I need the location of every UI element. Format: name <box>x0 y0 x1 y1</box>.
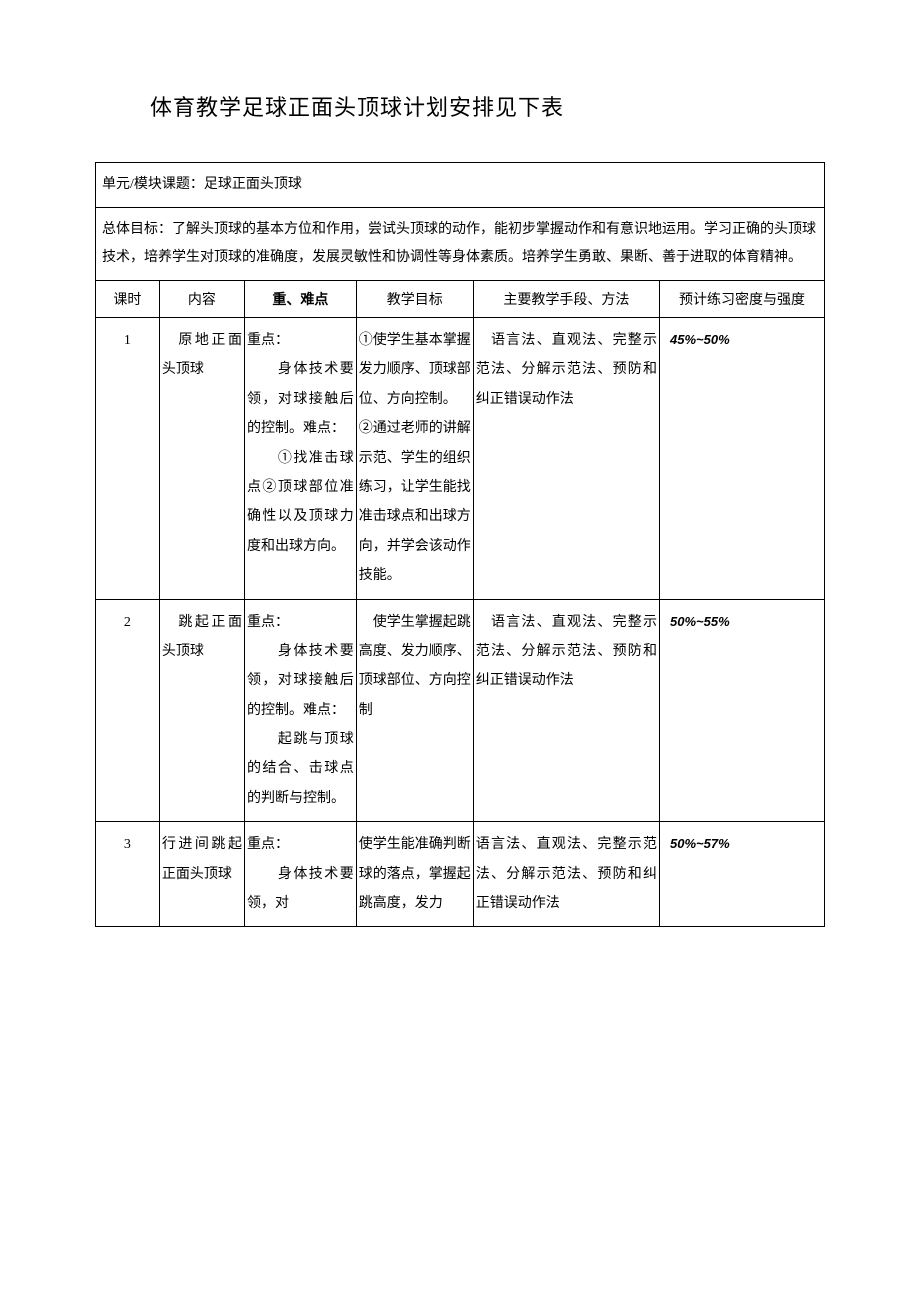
points-cell: 重点： 身体技术要领，对球接触后的控制。难点： ①找准击球点②顶球部位准确性以及… <box>244 318 356 600</box>
lesson-number: 1 <box>96 318 160 600</box>
content-cell: 行进间跳起正面头顶球 <box>159 822 244 927</box>
table-row: 2 跳起正面头顶球 重点： 身体技术要领，对球接触后的控制。难点： 起跳与顶球的… <box>96 599 825 822</box>
header-points: 重、难点 <box>244 281 356 318</box>
document-title: 体育教学足球正面头顶球计划安排见下表 <box>150 90 825 122</box>
content-cell: 跳起正面头顶球 <box>159 599 244 822</box>
header-methods: 主要教学手段、方法 <box>473 281 659 318</box>
table-row: 1 原地正面头顶球 重点： 身体技术要领，对球接触后的控制。难点： ①找准击球点… <box>96 318 825 600</box>
methods-cell: 语言法、直观法、完整示范法、分解示范法、预防和纠正错误动作法 <box>473 599 659 822</box>
lesson-number: 3 <box>96 822 160 927</box>
intensity-cell: 50%~57% <box>660 822 825 927</box>
lesson-plan-table: 单元/模块课题：足球正面头顶球 总体目标：了解头顶球的基本方位和作用，尝试头顶球… <box>95 162 825 927</box>
header-lesson: 课时 <box>96 281 160 318</box>
header-row: 课时 内容 重、难点 教学目标 主要教学手段、方法 预计练习密度与强度 <box>96 281 825 318</box>
goals-cell: 使学生掌握起跳高度、发力顺序、顶球部位、方向控制 <box>356 599 473 822</box>
lesson-number: 2 <box>96 599 160 822</box>
goals-cell: 使学生能准确判断球的落点，掌握起跳高度，发力 <box>356 822 473 927</box>
methods-cell: 语言法、直观法、完整示范法、分解示范法、预防和纠正错误动作法 <box>473 822 659 927</box>
methods-cell: 语言法、直观法、完整示范法、分解示范法、预防和纠正错误动作法 <box>473 318 659 600</box>
header-goals: 教学目标 <box>356 281 473 318</box>
content-cell: 原地正面头顶球 <box>159 318 244 600</box>
unit-topic-row: 单元/模块课题：足球正面头顶球 <box>96 163 825 208</box>
goals-cell: ①使学生基本掌握发力顺序、顶球部位、方向控制。 ②通过老师的讲解示范、学生的组织… <box>356 318 473 600</box>
unit-topic-cell: 单元/模块课题：足球正面头顶球 <box>96 163 825 208</box>
points-cell: 重点： 身体技术要领，对 <box>244 822 356 927</box>
points-cell: 重点： 身体技术要领，对球接触后的控制。难点： 起跳与顶球的结合、击球点的判断与… <box>244 599 356 822</box>
table-row: 3 行进间跳起正面头顶球 重点： 身体技术要领，对 使学生能准确判断球的落点，掌… <box>96 822 825 927</box>
intensity-cell: 45%~50% <box>660 318 825 600</box>
overall-goal-cell: 总体目标：了解头顶球的基本方位和作用，尝试头顶球的动作，能初步掌握动作和有意识地… <box>96 208 825 281</box>
intensity-cell: 50%~55% <box>660 599 825 822</box>
header-content: 内容 <box>159 281 244 318</box>
overall-goal-row: 总体目标：了解头顶球的基本方位和作用，尝试头顶球的动作，能初步掌握动作和有意识地… <box>96 208 825 281</box>
header-intensity: 预计练习密度与强度 <box>660 281 825 318</box>
